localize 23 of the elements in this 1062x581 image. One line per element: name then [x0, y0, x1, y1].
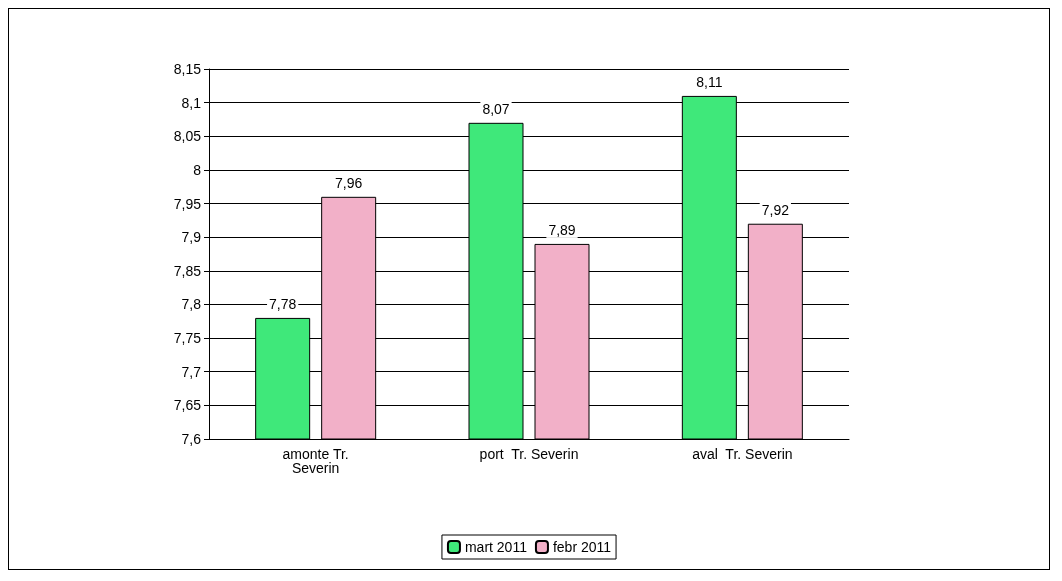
data-label: 8,11: [696, 73, 723, 90]
y-tick-label: 7,75: [173, 330, 202, 347]
y-tick-label: 7,7: [181, 363, 202, 380]
y-tick-label: 7,85: [173, 262, 202, 279]
data-label: 7,89: [548, 221, 576, 238]
y-tick-label: 7,6: [181, 431, 202, 447]
data-label: 7,78: [269, 295, 297, 312]
x-tick-label: port Tr. Severin: [479, 446, 579, 462]
x-tick-label: aval Tr. Severin: [692, 446, 793, 462]
y-tick-label: 7,65: [173, 397, 202, 414]
data-label: 7,92: [761, 201, 790, 218]
legend-label: mart 2011: [464, 539, 528, 555]
y-tick-label: 8,15: [173, 61, 202, 77]
x-tick-label: amonte Tr. Severin: [282, 446, 349, 476]
y-tick-label: 7,95: [173, 195, 202, 212]
y-tick-label: 8,05: [173, 128, 202, 145]
data-label: 7,96: [335, 174, 363, 191]
y-tick-label: 7,9: [181, 229, 202, 246]
data-label: 8,07: [482, 100, 510, 117]
y-tick-label: 8,1: [181, 94, 202, 111]
y-tick-label: 7,8: [181, 296, 202, 313]
y-tick-label: 8: [193, 161, 202, 178]
legend-label: febr 2011: [552, 539, 612, 555]
